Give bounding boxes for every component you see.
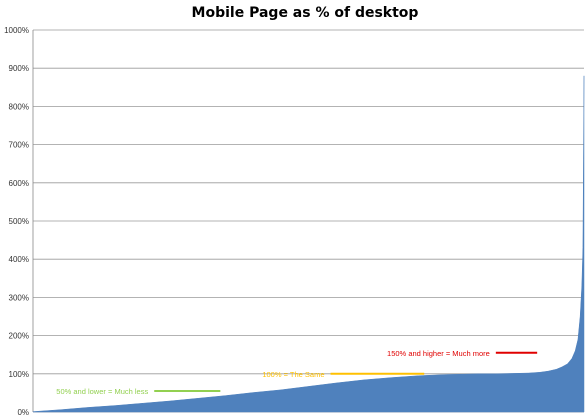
y-tick-label: 0% bbox=[17, 408, 29, 417]
y-tick-label: 1000% bbox=[4, 26, 29, 35]
y-tick-label: 300% bbox=[9, 293, 29, 302]
series-area bbox=[32, 75, 585, 413]
y-tick-label: 400% bbox=[9, 255, 29, 264]
y-tick-label: 700% bbox=[9, 141, 29, 150]
annotation-label: 100% = The Same bbox=[262, 370, 324, 379]
y-tick-label: 200% bbox=[9, 332, 29, 341]
y-tick-label: 800% bbox=[9, 102, 29, 111]
y-tick-label: 900% bbox=[9, 64, 29, 73]
annotation-label: 50% and lower = Much less bbox=[56, 387, 148, 396]
y-tick-label: 600% bbox=[9, 179, 29, 188]
y-tick-label: 100% bbox=[9, 370, 29, 379]
annotation-label: 150% and higher = Much more bbox=[387, 349, 490, 358]
y-tick-label: 500% bbox=[9, 217, 29, 226]
chart-title: Mobile Page as % of desktop bbox=[192, 5, 419, 21]
